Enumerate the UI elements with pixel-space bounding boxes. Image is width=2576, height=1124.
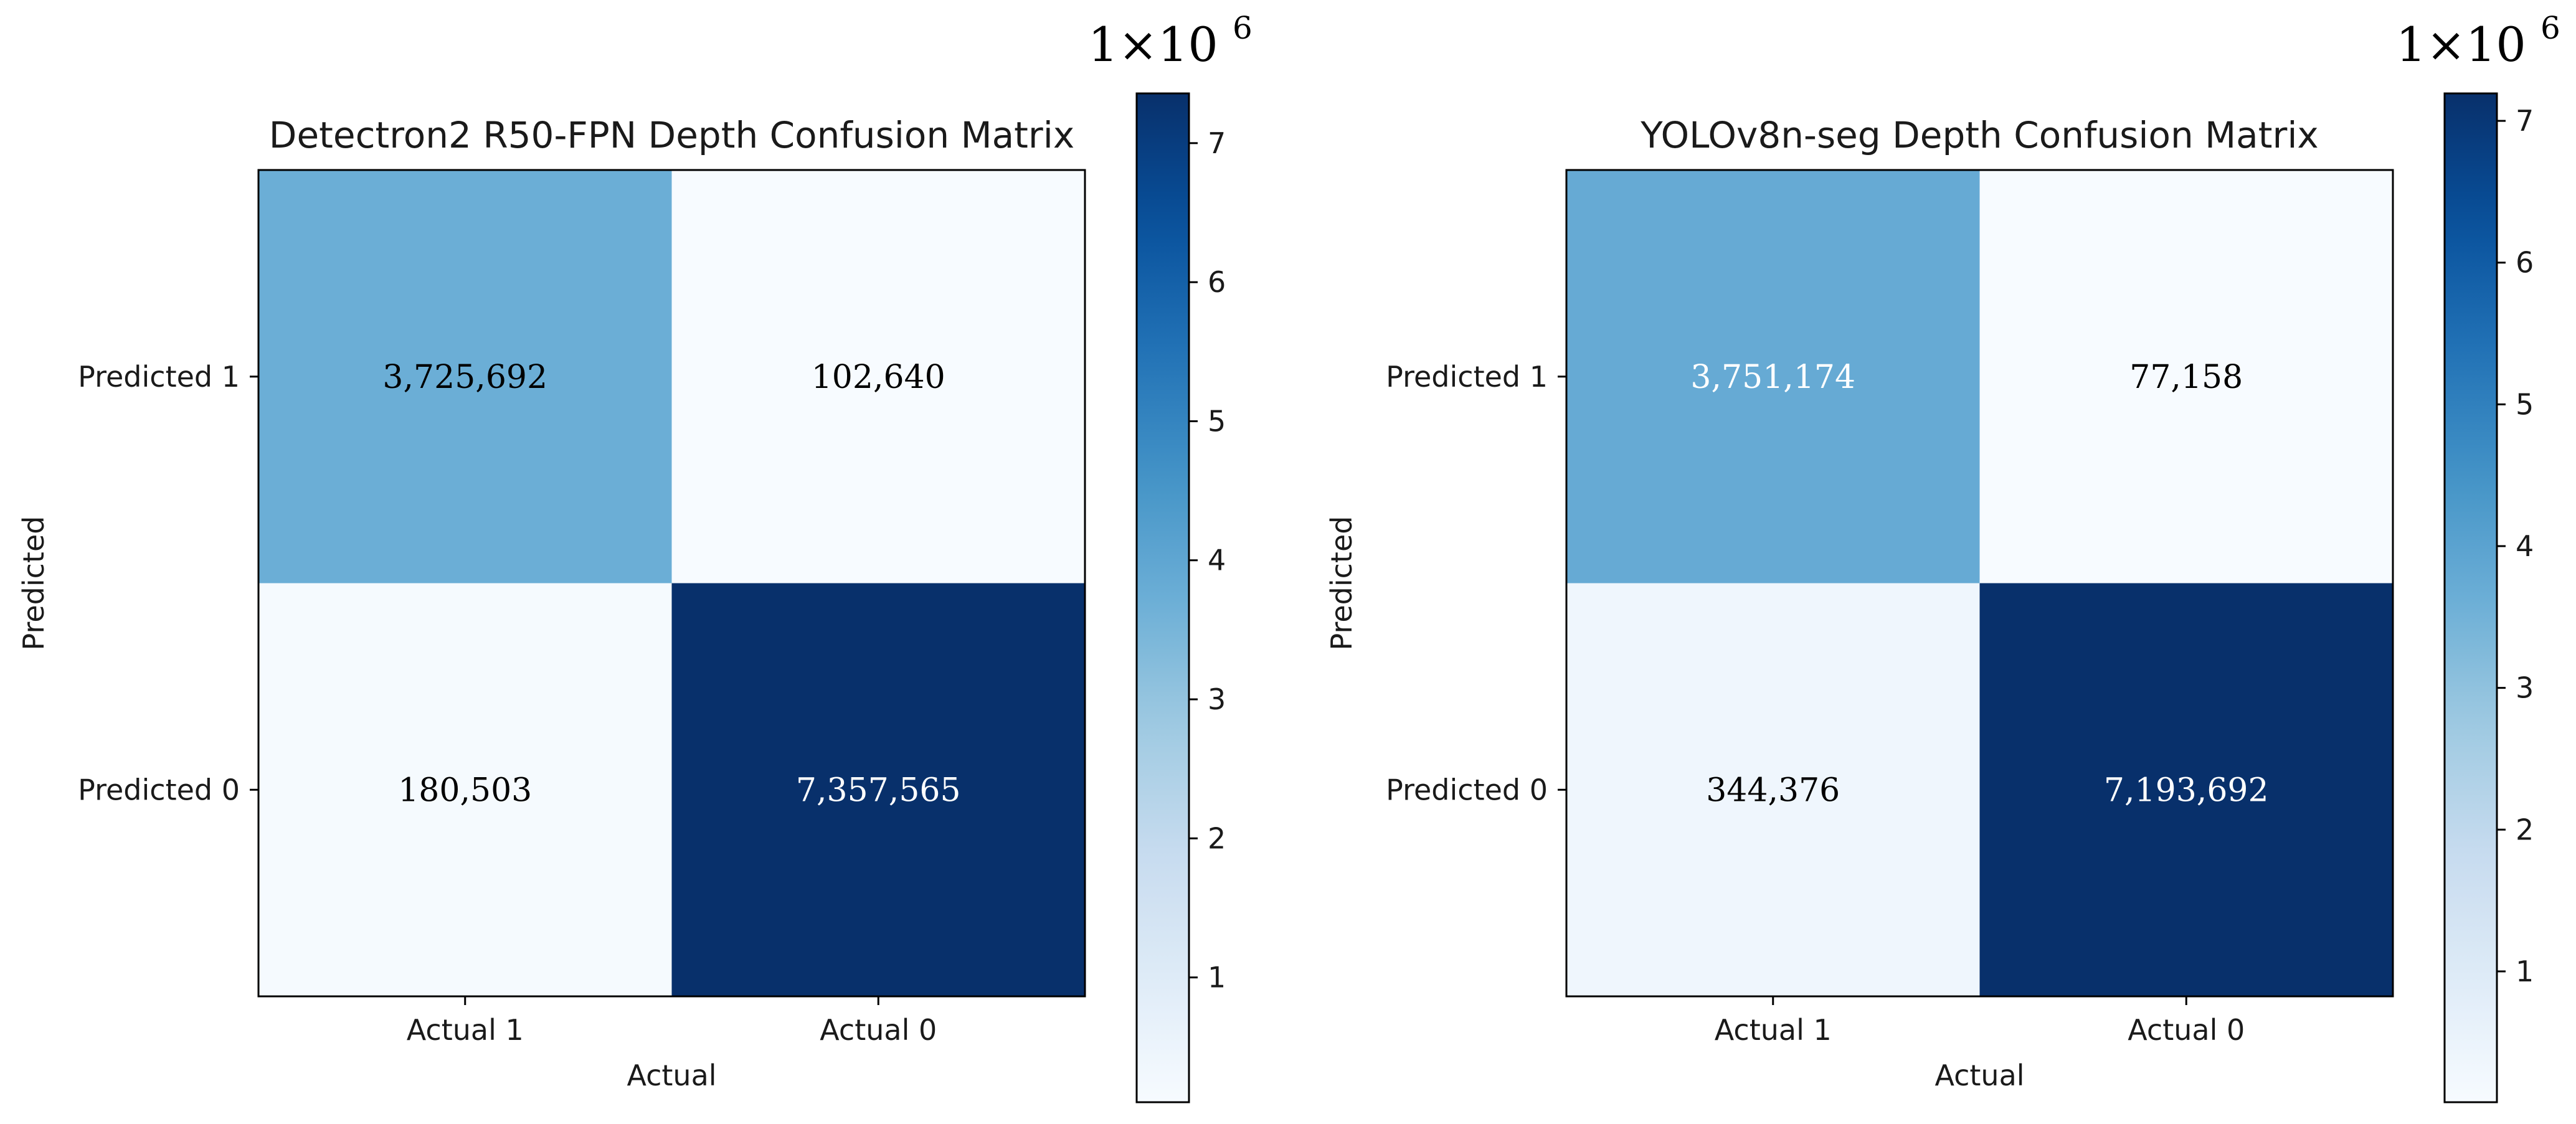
colorbar-tick-label-7: 7 [2516,104,2534,138]
colorbar-tick-label-4: 4 [2516,529,2534,563]
colorbar-tick-label-1: 1 [2516,955,2534,988]
y-tick-label-2: Predicted 0 [1386,773,1548,806]
cell-value-label-r1-c1: 3,751,174 [1690,359,1855,396]
chart-title: Detectron2 R50-FPN Depth Confusion Matri… [269,114,1074,156]
y-axis-label: Predicted [1325,516,1358,651]
cell-value-label-r2-c1: 344,376 [1706,772,1840,809]
confusion-matrix-panel-1: Detectron2 R50-FPN Depth Confusion Matri… [17,10,1252,1103]
colorbar-tick-label-2: 2 [1208,821,1226,855]
chart-title: YOLOv8n-seg Depth Confusion Matrix [1640,114,2319,156]
colorbar [2443,92,2498,1103]
cell-value-label-r1-c1: 3,725,692 [382,359,547,396]
x-tick-label-1: Actual 1 [407,1013,524,1047]
y-tick-label-1: Predicted 1 [78,360,240,394]
x-tick-label-1: Actual 1 [1715,1013,1832,1047]
y-tick-label-2: Predicted 0 [78,773,240,806]
colorbar-tick-label-6: 6 [2516,246,2534,280]
matrix-cell-r2-c1 [1566,583,1980,996]
cell-value-label-r2-c2: 7,193,692 [2104,772,2269,809]
cell-value-label-r2-c2: 7,357,565 [796,772,961,809]
matrix-cell-r2-c2 [671,583,1085,996]
colorbar-tick-label-4: 4 [1208,544,1226,577]
x-tick-label-2: Actual 0 [2128,1013,2245,1047]
cell-value-label-r1-c2: 77,158 [2129,359,2243,396]
cell-value-label-r1-c2: 102,640 [812,359,945,396]
matrix-cell-r2-c2 [1979,583,2393,996]
colorbar-scale-label: 1×10 [2396,17,2526,72]
matrix-cell-r1-c2 [1979,170,2393,583]
y-axis-label: Predicted [17,516,50,651]
confusion-matrix-panel-2: YOLOv8n-seg Depth Confusion Matrix 3,751,… [1325,10,2560,1103]
matrix-frame [257,169,1086,998]
x-axis-label: Actual [627,1059,716,1092]
y-tick-label-1: Predicted 1 [1386,360,1548,394]
matrix-cell-r1-c1 [258,170,672,583]
x-axis-label: Actual [1934,1059,2024,1092]
matrix-frame [1565,169,2394,998]
colorbar-tick-label-1: 1 [1208,961,1226,994]
colorbar-tick-label-6: 6 [1208,265,1226,299]
colorbar-scale-exponent: 6 [2540,10,2560,46]
x-tick-label-2: Actual 0 [820,1013,937,1047]
colorbar-scale-exponent: 6 [1233,10,1252,46]
matrix-cell-r1-c1 [1566,170,1980,583]
colorbar-tick-label-2: 2 [2516,813,2534,846]
matrix-cell-r2-c1 [258,583,672,996]
colorbar-tick-label-7: 7 [1208,126,1226,160]
colorbar-tick-label-3: 3 [2516,671,2534,705]
cell-value-label-r2-c1: 180,503 [398,772,532,809]
colorbar-tick-label-5: 5 [1208,404,1226,438]
colorbar [1135,92,1190,1103]
colorbar-tick-label-5: 5 [2516,387,2534,421]
matrix-cell-r1-c2 [671,170,1085,583]
colorbar-tick-label-3: 3 [1208,682,1226,716]
colorbar-scale-label: 1×10 [1088,17,1218,72]
